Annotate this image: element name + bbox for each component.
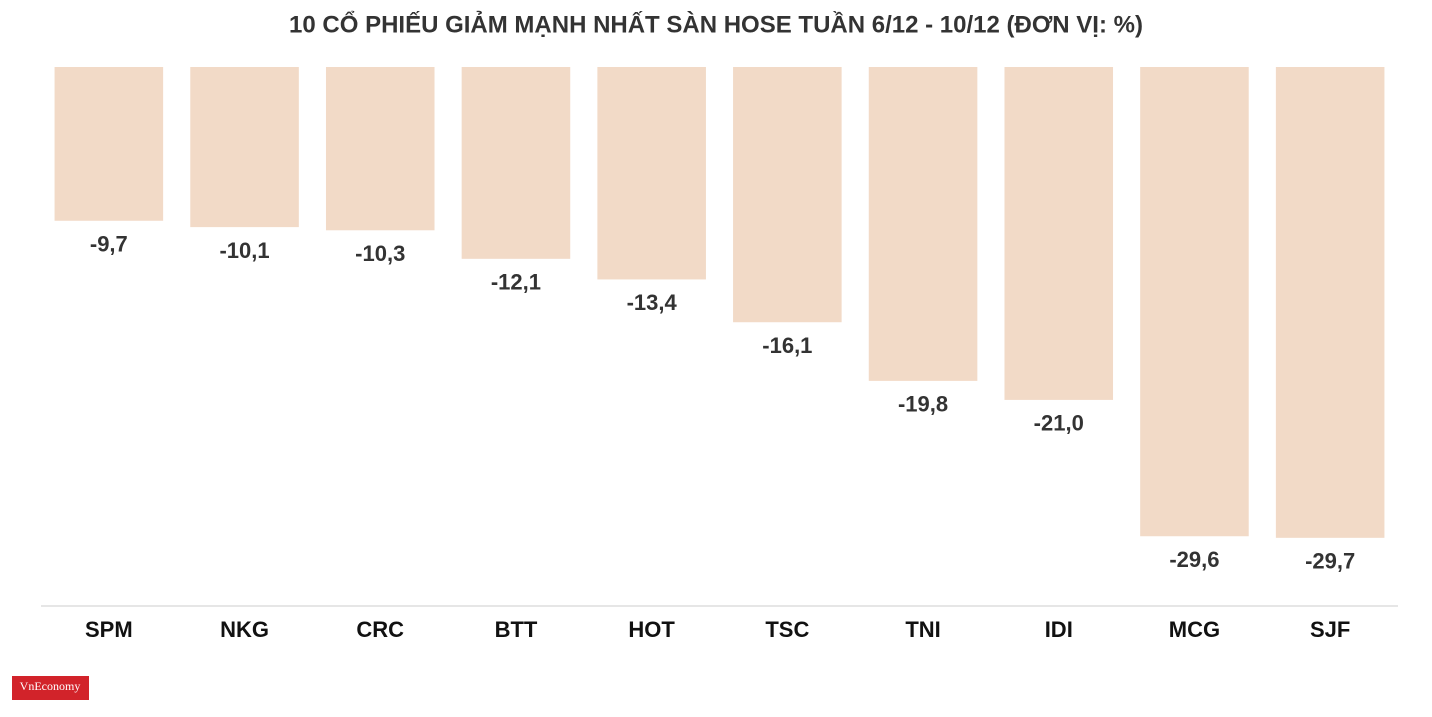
value-label: -10,3 <box>355 241 405 266</box>
x-tick-label: BTT <box>495 617 538 642</box>
bar <box>325 67 435 231</box>
x-tick-label: TSC <box>765 617 809 642</box>
value-label: -13,4 <box>627 290 678 315</box>
value-label: -16,1 <box>762 333 812 358</box>
x-tick-label: SJF <box>1310 617 1350 642</box>
value-label: -29,7 <box>1305 549 1355 574</box>
value-label: -12,1 <box>491 270 541 295</box>
bar <box>1140 67 1249 537</box>
x-tick-label: NKG <box>220 617 269 642</box>
x-tick-label: TNI <box>905 617 940 642</box>
logo-box <box>12 676 89 700</box>
value-label: -29,6 <box>1169 547 1219 572</box>
value-label: -19,8 <box>898 392 948 417</box>
value-label: -21,0 <box>1034 411 1084 436</box>
x-tick-label: MCG <box>1169 617 1220 642</box>
logo: VnEconomy <box>20 679 81 693</box>
x-tick-label: HOT <box>628 617 675 642</box>
x-tick-label: CRC <box>356 617 404 642</box>
bar <box>597 67 706 280</box>
bar <box>190 67 299 228</box>
bar <box>54 67 164 221</box>
value-label: -9,7 <box>90 232 128 257</box>
x-tick-label: SPM <box>85 617 133 642</box>
value-label: -10,1 <box>219 238 269 263</box>
chart-title: 10 CỔ PHIẾU GIẢM MẠNH NHẤT SÀN HOSE TUẦN… <box>289 9 1143 38</box>
x-tick-label: IDI <box>1045 617 1073 642</box>
bar <box>1275 67 1385 538</box>
bar <box>868 67 978 381</box>
bar <box>733 67 842 323</box>
bar <box>461 67 571 259</box>
bar <box>1004 67 1114 400</box>
